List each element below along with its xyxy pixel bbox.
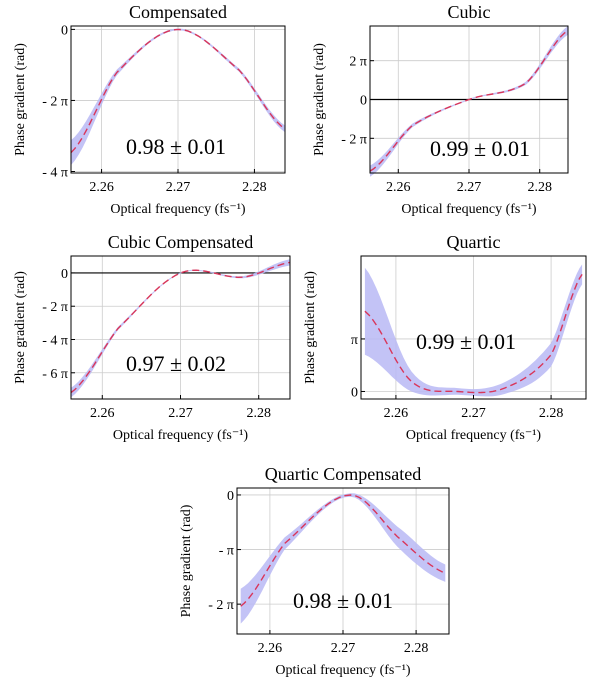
x-axis-label: Optical frequency (fs⁻¹) (401, 202, 537, 217)
y-axis-label: Phase gradient (rad) (13, 43, 28, 156)
x-tick-label: 2.28 (404, 641, 429, 656)
chart-title: Quartic (447, 232, 501, 252)
y-tick-label: - 2 π (42, 94, 68, 109)
chart-title: Compensated (129, 2, 227, 22)
x-tick-label: 2.27 (168, 406, 193, 421)
fidelity-annotation: 0.98 ± 0.01 (293, 588, 393, 613)
panel-cubic: 2.26 2.27 2.28 2 π 0 - 2 π Cubic Optical freque… (312, 2, 569, 217)
y-axis-label: Phase gradient (rad) (179, 504, 194, 617)
chart-title: Cubic (448, 2, 491, 22)
y-tick-label: - 4 π (42, 334, 68, 349)
y-axis-label: Phase gradient (rad) (303, 271, 318, 384)
y-tick-label: - 4 π (42, 165, 68, 180)
fidelity-annotation: 0.97 ± 0.02 (126, 351, 226, 376)
x-tick-label: 2.26 (386, 180, 411, 195)
x-axis-label: Optical frequency (fs⁻¹) (110, 202, 246, 217)
x-tick-label: 2.26 (89, 180, 114, 195)
series-line (70, 261, 291, 394)
y-tick-label: - 6 π (42, 367, 68, 382)
y-tick-label: 0 (360, 94, 367, 109)
y-tick-label: 0 (61, 23, 68, 38)
x-tick-label: 2.26 (258, 641, 283, 656)
y-tick-label: - 2 π (42, 300, 68, 315)
x-tick-label: 2.28 (246, 406, 271, 421)
panel-quartic: 2.26 2.27 2.28 π 0 Quartic Optical frequency (… (303, 232, 587, 443)
y-tick-label: - π (219, 544, 234, 559)
y-tick-label: 2 π (349, 55, 367, 70)
fidelity-annotation: 0.99 ± 0.01 (430, 136, 530, 161)
x-axis-label: Optical frequency (fs⁻¹) (275, 663, 411, 678)
confidence-band (240, 493, 446, 624)
x-tick-label: 2.26 (90, 406, 115, 421)
y-tick-label: - 2 π (341, 132, 367, 147)
y-tick-label: 0 (227, 489, 234, 504)
panel-cubic-compensated: 2.26 2.27 2.28 0 - 2 π - 4 π - 6 π Cubic Compen… (13, 232, 291, 443)
series-line (364, 274, 583, 394)
x-tick-label: 2.27 (457, 180, 482, 195)
x-axis-label: Optical frequency (fs⁻¹) (113, 428, 249, 443)
x-tick-label: 2.28 (539, 406, 564, 421)
y-axis-label: Phase gradient (rad) (312, 43, 327, 156)
chart-title: Cubic Compensated (108, 232, 253, 252)
series-line (369, 29, 569, 172)
x-tick-label: 2.28 (242, 180, 267, 195)
fidelity-annotation: 0.99 ± 0.01 (416, 329, 516, 354)
chart-title: Quartic Compensated (265, 464, 421, 484)
x-tick-label: 2.27 (331, 641, 356, 656)
x-axis-label: Optical frequency (fs⁻¹) (406, 428, 542, 443)
y-tick-label: π (351, 333, 358, 348)
x-tick-label: 2.27 (461, 406, 486, 421)
series-line (70, 28, 286, 154)
y-axis-label: Phase gradient (rad) (13, 271, 28, 384)
y-tick-label: - 2 π (208, 598, 234, 613)
series-line (240, 494, 446, 607)
fidelity-annotation: 0.98 ± 0.01 (126, 134, 226, 159)
panel-quartic-compensated: 2.26 2.27 2.28 0 - π - 2 π Quartic Compensated… (179, 464, 450, 678)
x-tick-label: 2.26 (384, 406, 409, 421)
x-tick-label: 2.27 (166, 180, 191, 195)
y-tick-label: 0 (351, 385, 358, 400)
panel-compensated: 2.26 2.27 2.28 0 - 2 π - 4 π Compensated Optica… (13, 2, 286, 217)
y-tick-label: 0 (61, 267, 68, 282)
x-tick-label: 2.28 (527, 180, 552, 195)
